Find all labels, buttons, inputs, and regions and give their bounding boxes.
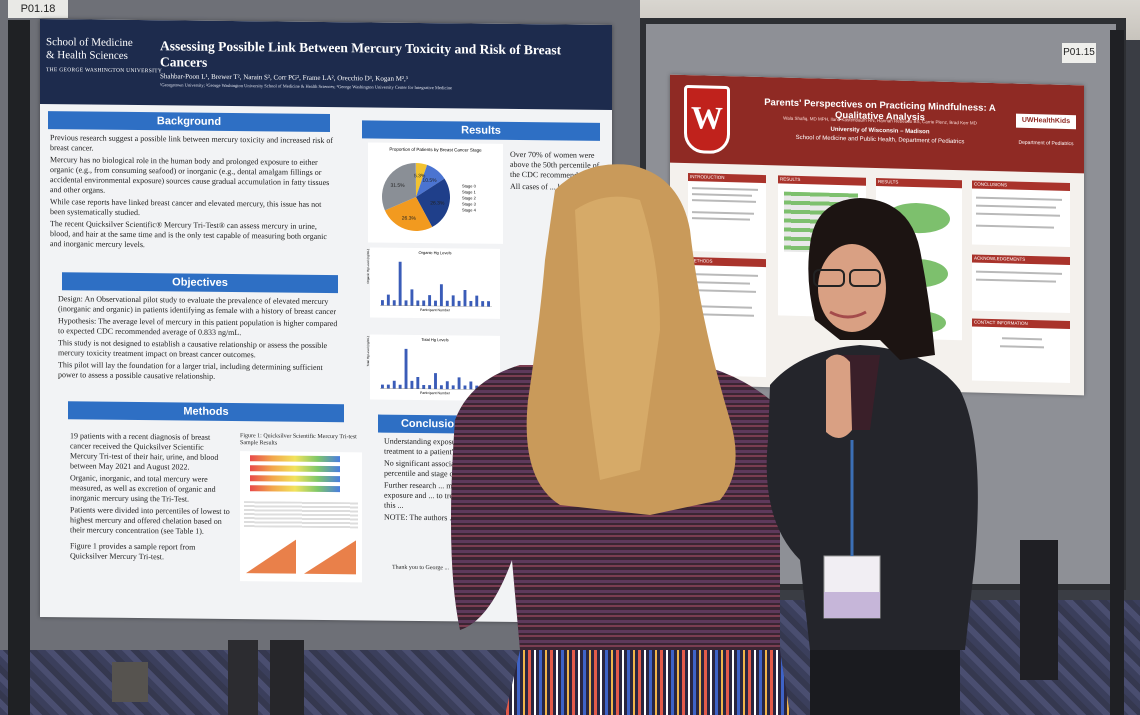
background-shoe	[112, 662, 148, 702]
pie-chart-figure: Proportion of Patients by Breast Cancer …	[368, 142, 503, 244]
bar	[451, 295, 455, 307]
bar	[422, 385, 426, 390]
board-number-tag: P01.18	[8, 0, 68, 18]
bar	[398, 384, 402, 389]
bar	[392, 380, 396, 389]
bar	[404, 300, 408, 306]
pie-slice-label: 26.3%	[430, 200, 445, 206]
bar	[428, 295, 432, 307]
x-axis	[380, 388, 492, 390]
pie-slice	[416, 164, 445, 197]
organic-hg-chart: Organic Hg Levels Participant Number Org…	[366, 247, 500, 319]
organic-hg-bars	[380, 261, 492, 307]
bar	[386, 384, 390, 389]
bar	[469, 301, 473, 307]
glasses-left-lens	[813, 269, 845, 287]
bar	[404, 348, 408, 389]
pie-slice	[382, 162, 416, 211]
sample-report-figure	[240, 451, 362, 583]
bar	[416, 300, 420, 306]
bar	[392, 300, 396, 306]
bar	[457, 377, 461, 390]
bar	[439, 284, 443, 307]
skirt-stripes	[505, 650, 790, 715]
bar	[475, 295, 479, 307]
pressed-hands	[826, 354, 852, 439]
report-plot-left	[246, 539, 296, 574]
black-blazer	[766, 345, 978, 650]
poster-viewer-person	[451, 164, 856, 715]
bar	[439, 385, 443, 390]
bar	[445, 381, 449, 390]
presenter-person	[766, 198, 978, 715]
pie-slice-label: 31.5%	[390, 183, 405, 189]
bar	[434, 373, 437, 390]
pie-slice	[416, 178, 450, 228]
bar	[422, 300, 426, 307]
name-badge-band	[824, 592, 880, 618]
bar	[386, 294, 390, 306]
x-axis	[380, 305, 492, 307]
board-stand-pole-left	[8, 20, 30, 715]
bar	[398, 261, 402, 306]
bar	[416, 376, 420, 389]
bar	[434, 300, 437, 307]
bar	[481, 301, 485, 307]
bar	[457, 300, 461, 307]
bar	[463, 385, 467, 390]
bar	[451, 385, 455, 390]
report-gradient-plots	[246, 539, 356, 575]
bar	[381, 300, 384, 306]
smile	[829, 310, 867, 319]
mercury-research-poster: School of Medicine & Health Sciences THE…	[40, 19, 612, 623]
pie-chart: 5.3%10.5% 26.3% 26.3% 31.5%	[382, 162, 450, 231]
background-person-legs	[270, 640, 304, 715]
board-number-tag-right: P01.15	[1062, 43, 1096, 63]
bar	[410, 380, 414, 389]
bar	[381, 384, 384, 389]
bar	[487, 301, 490, 307]
pie-slice	[384, 196, 433, 231]
bar	[428, 385, 432, 390]
background-person-legs	[228, 640, 258, 715]
report-plot-right	[304, 540, 356, 575]
black-pants	[810, 650, 960, 715]
background-person	[1020, 540, 1058, 680]
pie-slice-label: 10.5%	[422, 178, 437, 184]
bar	[410, 289, 414, 306]
pie-slice	[416, 162, 428, 197]
pie-slice-label: 26.3%	[402, 216, 417, 222]
bar	[463, 289, 467, 307]
pie-slice-label: 5.3%	[414, 173, 426, 179]
hair-highlight	[575, 196, 660, 480]
presenter-face	[818, 244, 886, 332]
bar	[469, 381, 473, 390]
glasses-right-lens	[849, 269, 881, 287]
board-stand-pole-right	[1110, 30, 1124, 715]
bar	[445, 300, 449, 307]
